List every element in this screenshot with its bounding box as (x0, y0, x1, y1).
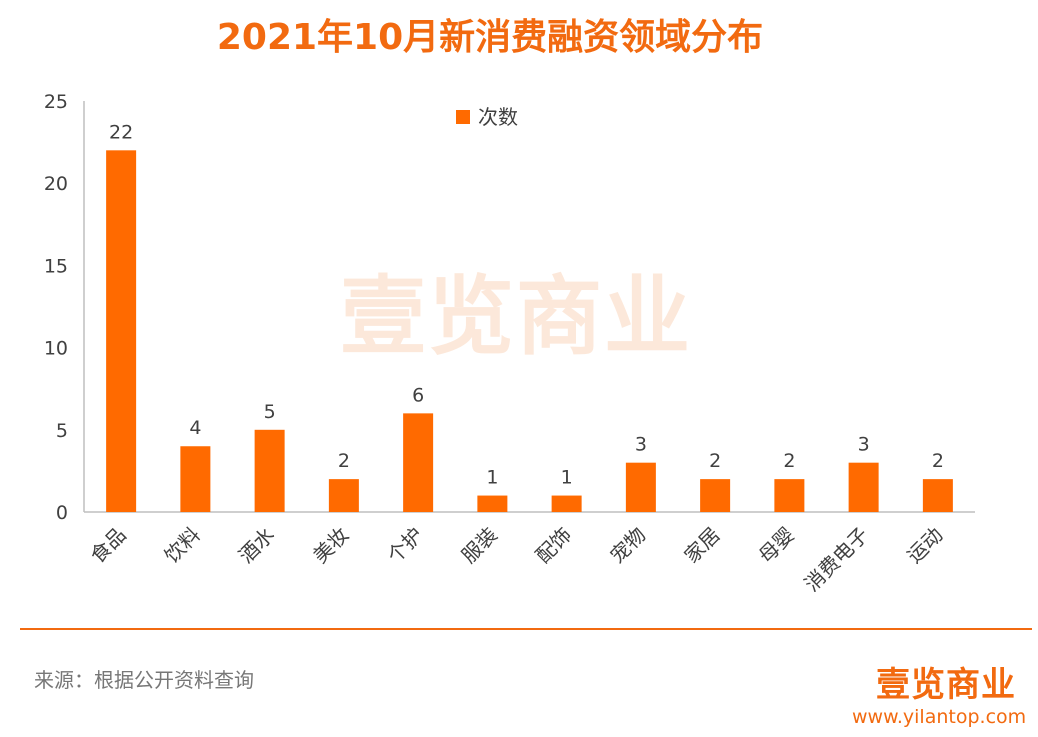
data-label: 2 (338, 450, 350, 472)
x-tick-label: 家居 (679, 523, 724, 568)
divider-line (20, 628, 1032, 630)
data-label: 1 (561, 467, 573, 489)
y-tick-label: 20 (44, 173, 68, 195)
bar-美妆 (328, 479, 359, 512)
x-tick-label: 酒水 (234, 523, 279, 568)
data-label: 2 (932, 450, 944, 472)
bar-母婴 (774, 479, 805, 512)
brand-logo: 壹览商业 (876, 665, 1016, 705)
bar-运动 (922, 479, 953, 512)
data-label: 22 (109, 121, 133, 143)
bar-酒水 (254, 429, 285, 512)
bar-食品 (106, 150, 137, 512)
x-tick-label: 运动 (902, 523, 947, 568)
data-label: 5 (264, 401, 276, 423)
bar-消费电子 (848, 462, 879, 512)
x-tick-label: 服装 (457, 523, 502, 568)
y-tick-label: 5 (56, 420, 68, 442)
y-tick-label: 25 (44, 91, 68, 113)
watermark-logo: 壹览商业 (340, 267, 692, 367)
data-label: 3 (635, 434, 647, 456)
site-url: www.yilantop.com (852, 706, 1027, 728)
x-tick-label: 配饰 (531, 523, 576, 568)
data-label: 2 (783, 450, 795, 472)
x-tick-label: 个护 (382, 523, 427, 568)
bar-chart: 0 5 10 15 20 25 22 食品 4 饮料 5 酒水 2 美妆 6 个护 1 服装 1 配饰 3 宠物 2 家居 2 母… (44, 91, 975, 597)
chart-title: 2021年10月新消费融资领域分布 (216, 17, 764, 58)
x-tick-label: 饮料 (160, 523, 205, 568)
bar-宠物 (625, 462, 656, 512)
x-tick-label: 消费电子 (800, 523, 874, 597)
bar-饮料 (180, 446, 211, 512)
y-tick-label: 10 (44, 338, 68, 360)
source-note: 来源：根据公开资料查询 (34, 668, 254, 692)
bar-配饰 (551, 495, 582, 512)
data-label: 6 (412, 384, 424, 406)
bar-个护 (403, 413, 434, 512)
legend-label: 次数 (478, 105, 518, 129)
x-tick-label: 食品 (85, 523, 130, 568)
bar-服装 (477, 495, 508, 512)
data-label: 3 (858, 434, 870, 456)
x-tick-label: 母婴 (754, 523, 799, 568)
x-tick-label: 美妆 (308, 523, 353, 568)
data-label: 1 (486, 467, 498, 489)
data-label: 2 (709, 450, 721, 472)
bar-家居 (700, 479, 731, 512)
x-tick-label: 宠物 (605, 523, 650, 568)
data-label: 4 (189, 417, 201, 439)
y-tick-label: 15 (44, 255, 68, 277)
y-tick-label: 0 (56, 502, 68, 524)
legend-swatch (456, 110, 470, 124)
